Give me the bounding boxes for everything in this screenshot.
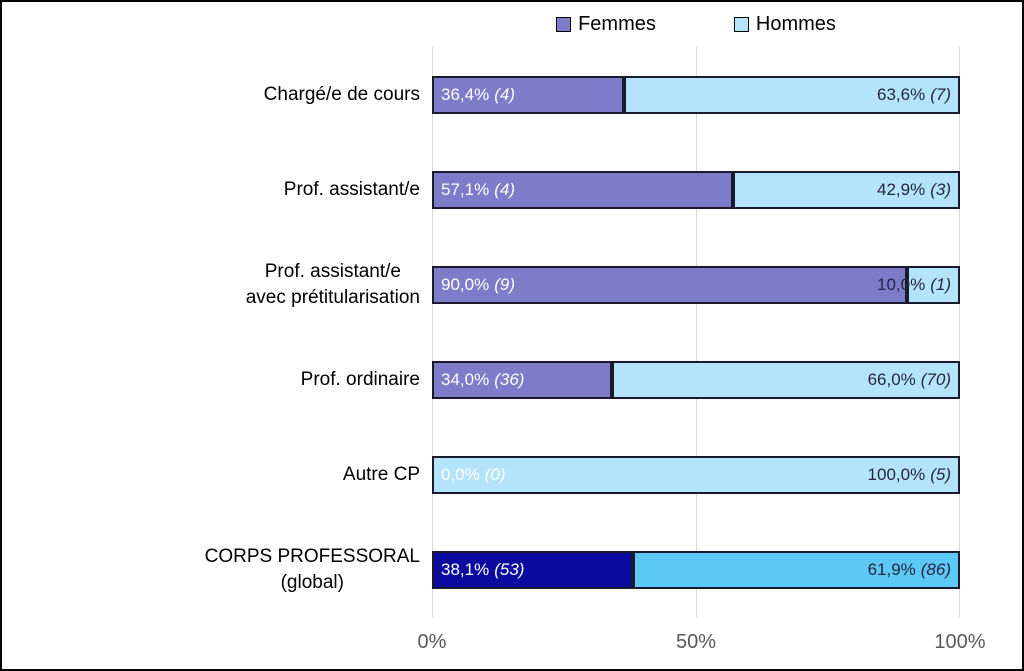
stacked-bar: 90,0% (9) 10,0% (1) — [432, 265, 960, 304]
bar-segment-femmes — [432, 265, 908, 304]
x-tick-100: 100% — [934, 631, 986, 653]
bar-row-prof-assistant: 57,1% (4) 42,9% (3) — [432, 142, 960, 237]
category-label: Autre CP — [342, 463, 420, 485]
legend-item-hommes: Hommes — [733, 13, 836, 35]
hommes-swatch-icon — [733, 16, 749, 32]
x-axis: 0% 50% 100% — [418, 631, 986, 662]
bar-segment-femmes — [432, 75, 625, 114]
bar-segment-hommes — [633, 550, 960, 589]
bar-segment-femmes — [432, 550, 634, 589]
legend-label-hommes: Hommes — [755, 13, 836, 35]
legend-label-femmes: Femmes — [578, 13, 656, 35]
category-axis: Chargé/e de cours Prof. assistant/e Prof… — [2, 47, 432, 617]
gridline-0pct — [432, 47, 433, 617]
stacked-bar: 38,1% (53) 61,9% (86) — [432, 550, 960, 589]
category-label: Chargé/e de cours — [263, 83, 420, 105]
category-label: Prof. assistant/e — [283, 178, 420, 200]
bar-rows: 36,4% (4) 63,6% (7) 57,1% (4) 42,9% (3) — [432, 47, 960, 617]
bar-segment-hommes — [432, 455, 960, 494]
bar-row-corps-professoral-global: 38,1% (53) 61,9% (86) — [432, 522, 960, 617]
stacked-bar: 34,0% (36) 66,0% (70) — [432, 360, 960, 399]
bar-segment-hommes — [624, 75, 960, 114]
bar-segment-femmes — [432, 360, 612, 399]
gridline-100pct — [959, 47, 960, 617]
bar-segment-hommes — [611, 360, 960, 399]
category-label: CORPS PROFESSORAL (global) — [204, 545, 420, 593]
legend: Femmes Hommes — [432, 14, 960, 34]
bar-row-charge-de-cours: 36,4% (4) 63,6% (7) — [432, 47, 960, 142]
femmes-swatch-icon — [556, 16, 572, 32]
bar-row-prof-ordinaire: 34,0% (36) 66,0% (70) — [432, 332, 960, 427]
bar-segment-hommes — [907, 265, 960, 304]
gridline-50pct — [696, 47, 697, 617]
bar-segment-hommes — [733, 170, 960, 209]
bar-segment-femmes — [432, 170, 734, 209]
plot-area: 36,4% (4) 63,6% (7) 57,1% (4) 42,9% (3) — [432, 47, 960, 617]
x-tick-50: 50% — [675, 631, 717, 653]
stacked-bar: 36,4% (4) 63,6% (7) — [432, 75, 960, 114]
category-label: Prof. ordinaire — [300, 368, 420, 390]
category-label: Prof. assistant/e avec prétitularisation — [245, 260, 420, 308]
bar-row-autre-cp: 0,0% (0) 100,0% (5) — [432, 427, 960, 522]
stacked-bar: 0,0% (0) 100,0% (5) — [432, 455, 960, 494]
stacked-bar: 57,1% (4) 42,9% (3) — [432, 170, 960, 209]
legend-item-femmes: Femmes — [556, 14, 656, 34]
x-tick-0: 0% — [417, 631, 447, 653]
bar-row-prof-assistant-pretitularisation: 90,0% (9) 10,0% (1) — [432, 237, 960, 332]
